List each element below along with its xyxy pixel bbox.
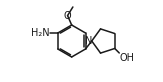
- Text: O: O: [64, 11, 71, 21]
- Text: H₂N: H₂N: [31, 28, 49, 38]
- Text: OH: OH: [119, 53, 134, 63]
- Text: N: N: [85, 36, 92, 46]
